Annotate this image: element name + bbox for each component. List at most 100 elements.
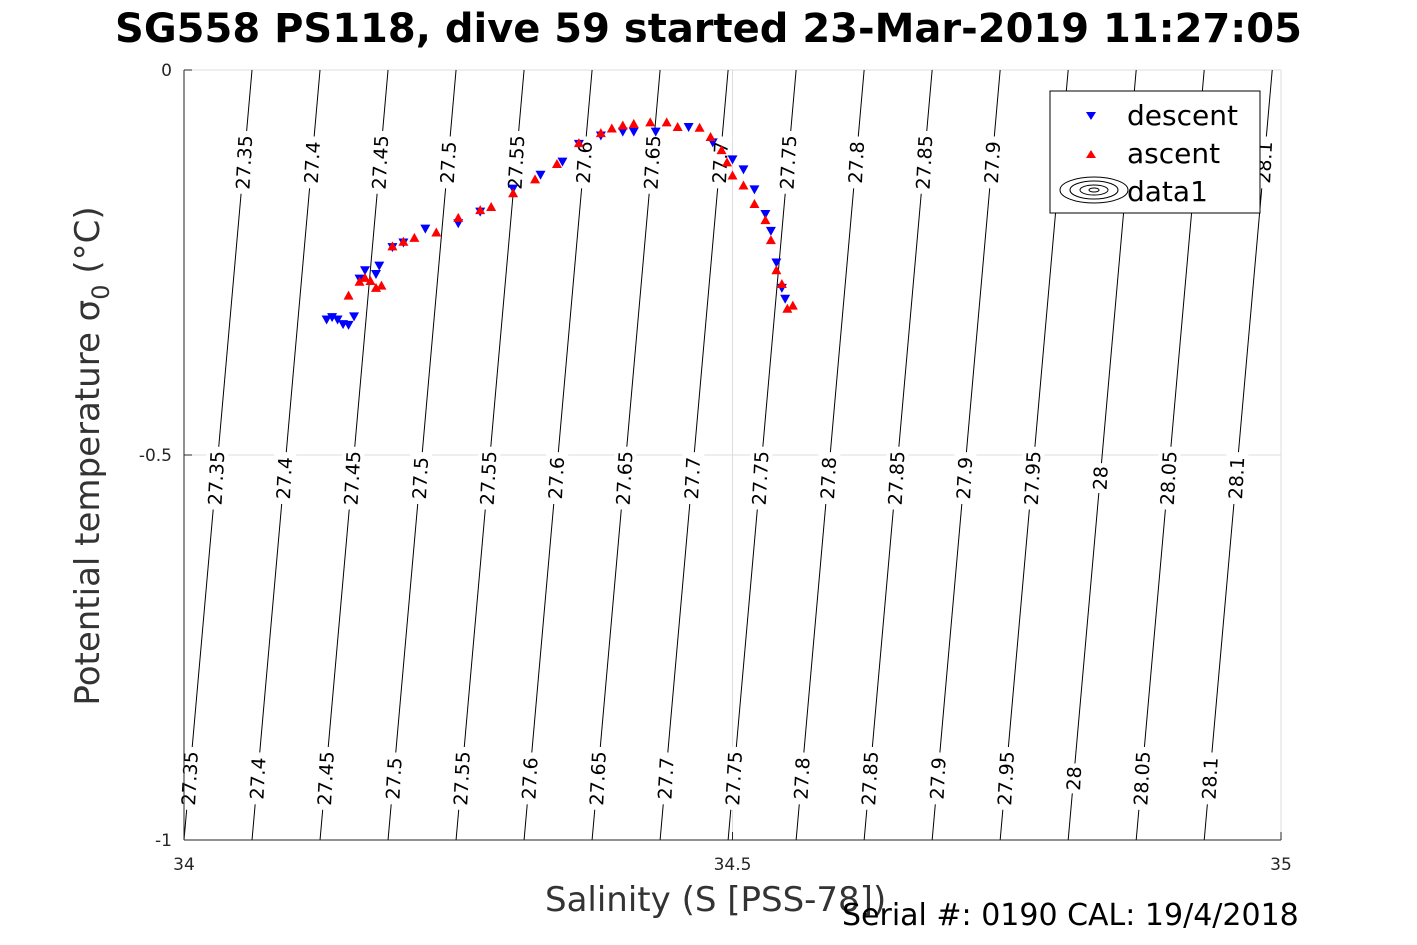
contour-label-group: 27.55 [503,130,529,195]
descent-point [683,122,694,132]
contour-label-bg [245,751,270,805]
ascent-point [551,158,562,168]
x-tick-label: 34 [173,855,195,875]
contour-label-group: 27.9 [925,751,951,805]
contour-label-27.45: 27.45 [314,751,339,806]
contour-label-27.65: 27.65 [641,135,666,190]
descent-point [343,320,354,330]
descent-point [535,170,546,180]
descent-point [780,294,791,304]
contour-label-group: 27.95 [1019,446,1046,511]
contour-label-27.35: 27.35 [232,135,257,190]
contour-label-27.8: 27.8 [790,757,814,800]
descent-point [420,224,431,234]
contour-label-bg [475,446,501,511]
contour-label-group: 27.7 [653,751,679,805]
contour-label-group: 27.5 [435,135,461,189]
ascent-point [398,236,409,246]
ascent-point [606,123,617,133]
contour-label-group: 27.85 [911,130,937,195]
contour-label-bg [925,751,950,805]
contour-label-bg [883,446,909,511]
contour-label-bg [503,130,529,195]
contour-label-group: 27.65 [584,746,611,811]
contour-label-27.7: 27.7 [654,757,678,800]
contour-label-27.65: 27.65 [586,751,611,806]
descent-point [650,127,661,137]
ascent-point [694,122,705,132]
contour-label-group: 27.35 [176,746,203,811]
contour-label-27.6: 27.6 [518,757,542,800]
ascent-point [628,118,639,128]
ascent-point [738,180,749,190]
legend-data1-icon [1059,176,1129,204]
ascent-point [787,300,798,310]
descent-point [360,266,371,276]
chart-title: SG558 PS118, dive 59 started 23-Mar-2019… [115,6,1302,52]
contour-label-27.85: 27.85 [885,450,910,505]
ascent-point [508,188,519,198]
contour-label-bg [979,135,1005,189]
contour-label-27.9: 27.9 [927,757,951,800]
contour-label-bg [448,746,475,811]
contour-label-group: 27.55 [448,746,475,811]
contour-label-bg [1223,451,1249,505]
contour-label-group: 27.9 [979,135,1005,189]
contour-label-27.55: 27.55 [477,450,502,505]
descent-point [760,209,771,219]
contour-label-group: 27.95 [992,746,1019,811]
contour-label-27.9: 27.9 [981,141,1005,184]
contour-label-bg [747,446,773,511]
ascent-point [365,275,376,285]
contour-label-27.75: 27.75 [722,751,747,806]
contour-label-group: 27.75 [747,446,773,511]
contour-label-27.85: 27.85 [858,751,883,806]
descent-point [617,127,628,137]
contour-label-group: 27.85 [883,446,910,511]
contour-label-27.95: 27.95 [994,751,1019,806]
y-tick-label: 0 [161,61,172,81]
contour-label-bg [720,746,747,811]
ascent-point [776,279,787,289]
contour-label-group: 27.6 [571,135,597,189]
descent-point [557,157,568,167]
contour-label-28.05: 28.05 [1157,450,1182,505]
contour-label-bg [1061,762,1086,794]
ascent-point [722,157,733,167]
contour-label-group: 27.75 [775,130,801,195]
contour-label-bg [435,135,461,189]
contour-label-28.1: 28.1 [1225,456,1249,499]
contour-label-28.1: 28.1 [1199,757,1223,800]
contour-label-bg [815,451,841,505]
legend-ascent-marker [1086,150,1096,158]
contour-label-group: 28.05 [1155,446,1182,511]
ascent-point [486,202,497,212]
contour-label-bg [367,130,393,195]
contour-label-bg [271,451,297,505]
contour-label-group: 27.55 [475,446,502,511]
contour-label-group: 27.8 [789,751,815,805]
contour-label-group: 27.6 [517,751,543,805]
ascent-point [387,241,398,251]
descent-point [374,261,385,271]
contour-label-bg [381,751,406,805]
ascent-point [595,128,606,138]
descent-point [327,313,338,323]
contour-label-27.35: 27.35 [205,450,230,505]
descent-point [738,165,749,175]
ascent-point [705,131,716,141]
y-axis-label: Potential temperature σ0 (°C) [68,206,115,705]
contour-label-bg [911,130,937,195]
ascent-point [661,117,672,127]
contour-label-group: 28.1 [1223,451,1249,505]
contour-label-bg [1197,751,1222,805]
ascent-point [749,198,760,208]
descent-point [727,155,738,165]
contour-label-27.4: 27.4 [273,456,297,499]
contour-label-bg [707,135,733,189]
contour-label-group: 27.7 [679,451,705,505]
serial-calibration-note: Serial #: 0190 CAL: 19/4/2018 [842,898,1299,933]
contour-label-bg [1155,446,1181,511]
contour-label-group: 27.4 [271,451,297,505]
contour-label-bg [571,135,597,189]
